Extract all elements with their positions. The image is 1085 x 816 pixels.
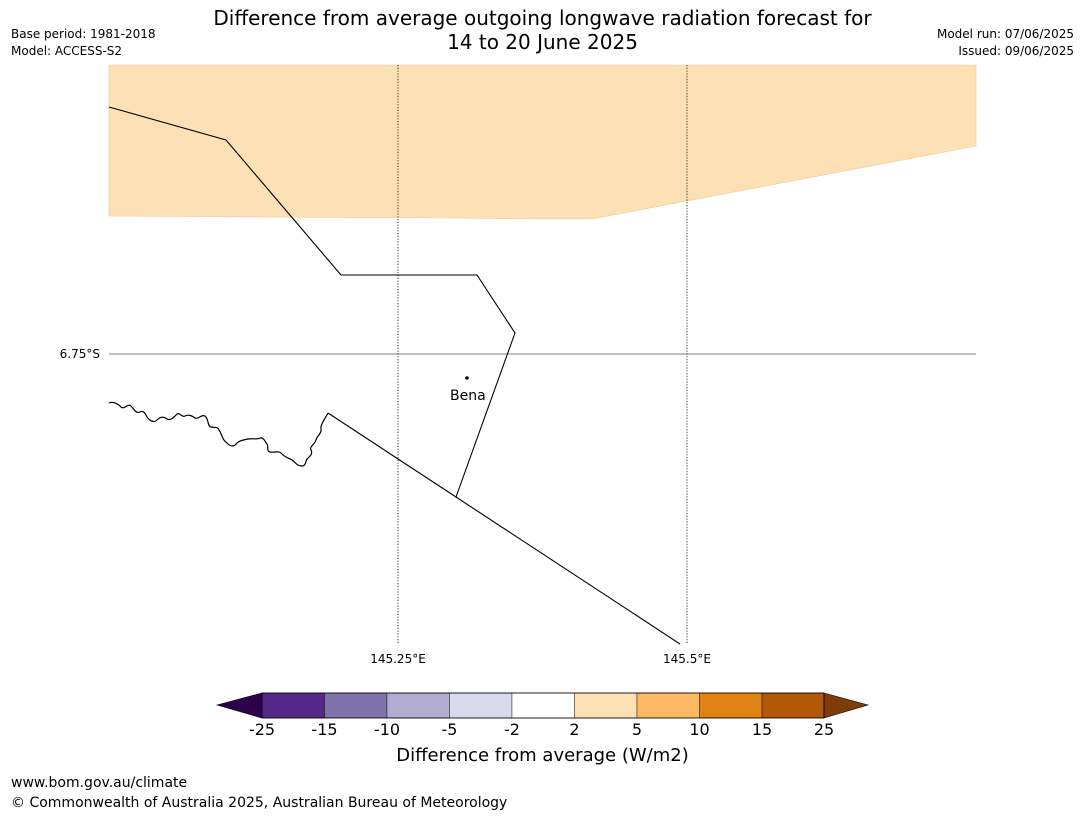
anomaly-region-2-5 xyxy=(108,64,977,220)
footer-copyright: © Commonwealth of Australia 2025, Austra… xyxy=(11,795,508,811)
colorbar-bin-15-25 xyxy=(761,692,825,719)
base-period-text: Base period: 1981-2018 xyxy=(11,27,156,41)
colorbar-label: Difference from average (W/m2) xyxy=(396,745,689,766)
colorbar-bin-10-15 xyxy=(699,692,763,719)
colorbar-tick: 10 xyxy=(689,720,710,739)
lon-label-145-5E: 145.5°E xyxy=(663,652,711,666)
colorbar-bin-5-10 xyxy=(636,692,700,719)
river-line xyxy=(108,401,329,467)
colorbar-bin-2-5 xyxy=(574,692,638,719)
colorbar-tick: 5 xyxy=(631,720,643,739)
colorbar-tick: -25 xyxy=(248,720,276,739)
colorbar-outline xyxy=(261,692,825,719)
lon-label-145-25E: 145.25°E xyxy=(370,652,426,666)
colorbar-tick: -15 xyxy=(311,720,338,739)
map-title-line1: Difference from average outgoing longwav… xyxy=(213,6,872,30)
model-run-text: Model run: 07/06/2025 xyxy=(936,27,1074,41)
colorbar xyxy=(215,692,870,719)
issued-text: Issued: 09/06/2025 xyxy=(958,44,1074,58)
colorbar-extend-low xyxy=(215,692,263,719)
meta-left: Base period: 1981-2018 Model: ACCESS-S2 xyxy=(11,26,156,60)
colorbar-bin-neg5-neg2 xyxy=(449,692,513,719)
colorbar-bin-neg2-2 xyxy=(511,692,575,719)
colorbar-extend-high xyxy=(823,692,870,719)
colorbar-tick: 2 xyxy=(569,720,580,739)
colorbar-tick: 25 xyxy=(813,720,835,739)
lat-label-6-75S: 6.75°S xyxy=(59,347,100,361)
bena-marker xyxy=(465,376,469,380)
footer-url[interactable]: www.bom.gov.au/climate xyxy=(11,775,188,791)
colorbar-tick: 15 xyxy=(751,720,773,739)
colorbar-tick: -10 xyxy=(373,720,401,739)
model-text: Model: ACCESS-S2 xyxy=(11,44,123,58)
district-boundary-line xyxy=(327,412,681,645)
colorbar-tick: -5 xyxy=(441,720,458,739)
province-boundary-line xyxy=(108,106,516,498)
place-label-bena: Bena xyxy=(450,388,486,404)
meta-right: Model run: 07/06/2025 Issued: 09/06/2025 xyxy=(937,26,1074,60)
colorbar-tick: -2 xyxy=(504,720,520,739)
map-title-line2: 14 to 20 June 2025 xyxy=(447,30,638,54)
colorbar-bin-neg25-neg15 xyxy=(261,692,325,719)
colorbar-bin-neg10-neg5 xyxy=(386,692,450,719)
map-title: Difference from average outgoing longwav… xyxy=(0,6,1085,54)
colorbar-bin-neg15-neg10 xyxy=(324,692,388,719)
